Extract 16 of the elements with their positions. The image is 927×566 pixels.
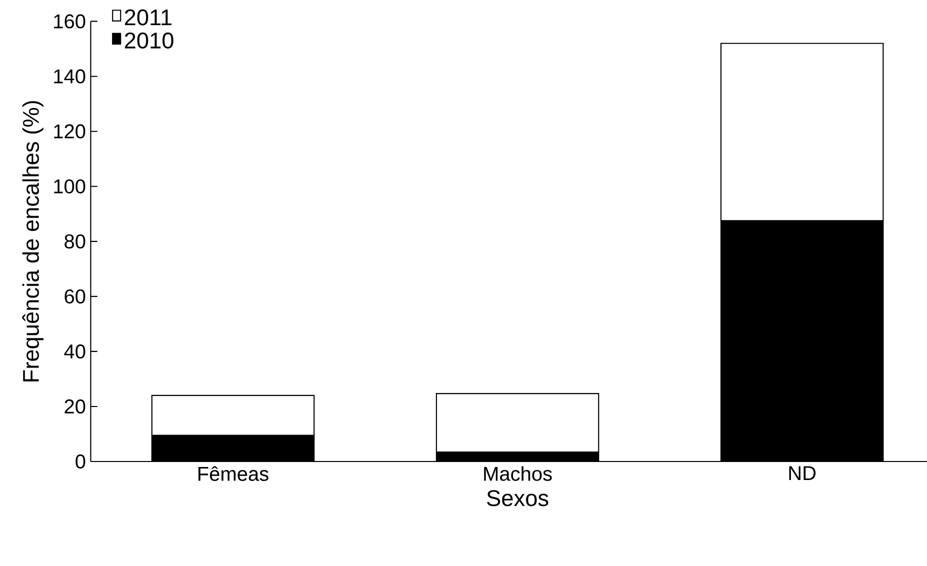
y-tick-label: 140 bbox=[54, 70, 86, 84]
legend-label: 2010 bbox=[124, 32, 174, 49]
y-tick-label: 160 bbox=[54, 14, 86, 29]
y-tick-label: 120 bbox=[54, 124, 86, 139]
y-tick-label: 40 bbox=[64, 344, 86, 359]
y-tick-label: 0 bbox=[76, 454, 86, 469]
y-axis-title: Frequência de encalhes (%) bbox=[22, 101, 44, 382]
y-tick-label: 20 bbox=[64, 400, 86, 414]
y-tick-label: 60 bbox=[64, 290, 86, 304]
legend-label: 2011 bbox=[124, 10, 172, 26]
x-tick-label: ND bbox=[789, 466, 816, 480]
x-axis-title: Sexos bbox=[487, 490, 548, 506]
y-tick-label: 80 bbox=[64, 234, 86, 249]
x-tick-label: Machos bbox=[484, 466, 552, 482]
y-tick-label: 100 bbox=[54, 180, 86, 194]
x-tick-label: Fêmeas bbox=[198, 466, 268, 482]
